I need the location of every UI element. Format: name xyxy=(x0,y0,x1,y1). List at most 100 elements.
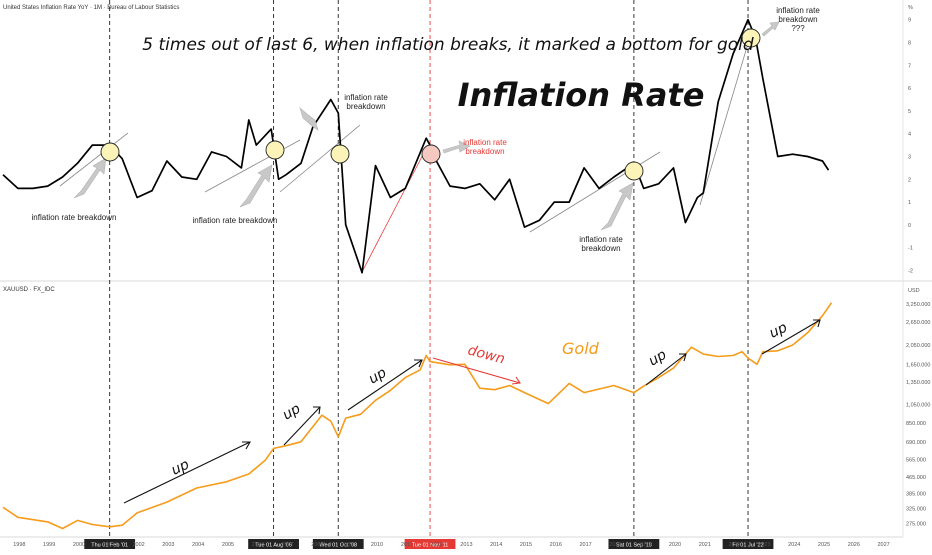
trendline-2001 xyxy=(59,132,129,187)
breakdown-label-3a: inflation rate xyxy=(344,93,388,102)
top-pane-title: United States Inflation Rate YoY · 1M · … xyxy=(3,5,179,11)
x-tick-label: 2002 xyxy=(132,542,144,548)
event-label: Thu 01 Feb '01 xyxy=(91,543,128,549)
x-tick-label: 2027 xyxy=(878,542,890,548)
up-arrow-5 xyxy=(761,319,821,355)
gold-y-axis: 3,250.000 2,650.000 2,050.000 1,650.000 1,35… xyxy=(906,302,930,528)
inflation-tick-label: 4 xyxy=(908,132,911,138)
up-label-4: up xyxy=(646,347,669,370)
x-tick-label: 2017 xyxy=(579,542,591,548)
up-arrow-2 xyxy=(283,406,321,446)
event-label: Tue 01 Nov '11 xyxy=(412,543,449,549)
down-arrow xyxy=(432,357,521,384)
x-tick-label: 2004 xyxy=(192,542,204,548)
x-tick-label: 2021 xyxy=(699,542,711,548)
x-tick-label: 2020 xyxy=(669,542,681,548)
gold-series-line xyxy=(2,302,833,530)
up-arrow-3 xyxy=(347,359,423,411)
arrowhead-icon xyxy=(313,406,321,415)
x-tick-label: 2013 xyxy=(460,542,472,548)
event-label: Sat 01 Sep '18 xyxy=(616,543,652,549)
arrowhead-icon xyxy=(679,353,687,362)
trend-arrows xyxy=(123,319,821,504)
gold-tick-label: 690.000 xyxy=(906,440,926,446)
bottom-unit-label: USD xyxy=(908,288,920,294)
gold-tick-label: 465.000 xyxy=(906,475,926,481)
arrowhead-icon xyxy=(813,319,821,328)
arrowhead-icon xyxy=(414,359,423,368)
breakdown-label-1: inflation rate breakdown xyxy=(32,213,117,222)
arrowhead-icon xyxy=(242,441,251,450)
event-label-box xyxy=(312,539,364,549)
breakdown-markers xyxy=(100,28,761,181)
breakdown-label-5a: inflation rate xyxy=(579,235,623,244)
headline: 5 times out of last 6, when inflation br… xyxy=(142,35,754,55)
gold-tick-label: 1,050.000 xyxy=(906,402,930,408)
arrow-icon xyxy=(600,182,634,231)
gold-tick-label: 385.000 xyxy=(906,492,926,498)
up-label-1: up xyxy=(169,457,192,479)
x-tick-label: 2025 xyxy=(818,542,830,548)
gold-label: Gold xyxy=(562,339,600,358)
breakdown-label-2: inflation rate breakdown xyxy=(193,216,278,225)
arrow-icon xyxy=(239,164,273,208)
inflation-tick-label: -1 xyxy=(908,246,913,252)
event-label: Tue 01 Aug '06 xyxy=(255,543,292,549)
x-tick-label: 2026 xyxy=(848,542,860,548)
breakdown-label-6c: ??? xyxy=(791,24,805,33)
breakdown-circle xyxy=(624,161,644,181)
up-label-2: up xyxy=(280,401,303,424)
x-tick-label: 2016 xyxy=(550,542,562,548)
breakdown-label-5b: breakdown xyxy=(581,244,620,253)
event-label: Wed 01 Oct '08 xyxy=(319,543,357,549)
gold-tick-label: 3,250.000 xyxy=(906,302,930,308)
x-tick-label: 2012 xyxy=(430,542,442,548)
arrowhead-icon xyxy=(511,376,521,385)
x-tick-label: 2015 xyxy=(520,542,532,548)
trendline-2008 xyxy=(279,124,361,193)
breakdown-label-3b: breakdown xyxy=(346,102,385,111)
up-arrow-4 xyxy=(645,353,687,386)
top-unit-label: % xyxy=(908,5,913,11)
gold-tick-label: 2,050.000 xyxy=(906,343,930,349)
arrow-icon xyxy=(442,140,471,154)
x-tick-label: 1999 xyxy=(43,542,55,548)
x-tick-label: 2014 xyxy=(490,542,502,548)
up-label-5: up xyxy=(767,320,790,342)
event-label-box xyxy=(84,539,136,549)
x-tick-label: 2010 xyxy=(371,542,383,548)
x-axis: 1998 1999 2000 2001 2002 2003 2004 2005 2006 2007… xyxy=(13,542,890,548)
x-tick-label: 2011 xyxy=(401,542,413,548)
inflation-tick-label: 6 xyxy=(908,86,911,92)
x-tick-label: 2023 xyxy=(758,542,770,548)
arrow-icon xyxy=(299,107,319,131)
breakdown-circle xyxy=(421,144,441,164)
event-label-box xyxy=(404,539,456,549)
breakdown-circle xyxy=(330,144,350,164)
arrow-icon xyxy=(761,21,780,37)
event-label-box xyxy=(248,539,299,549)
breakdown-label-6a: inflation rate xyxy=(776,6,820,15)
breakdown-label-4a: inflation rate xyxy=(463,138,507,147)
breakdown-arrows xyxy=(73,21,780,231)
inflation-tick-label: 1 xyxy=(908,200,911,206)
gold-tick-label: 2,650.000 xyxy=(906,320,930,326)
x-tick-label: 2001 xyxy=(103,542,115,548)
inflation-tick-label: 3 xyxy=(908,154,911,160)
x-tick-label: 2018 xyxy=(609,542,621,548)
inflation-tick-label: -2 xyxy=(908,268,913,274)
inflation-tick-label: 8 xyxy=(908,40,911,46)
event-lines: Thu 01 Feb '01 Tue 01 Aug '06 Wed 01 Oct '… xyxy=(84,0,774,549)
inflation-tick-label: 5 xyxy=(908,109,911,115)
inflation-tick-label: 2 xyxy=(908,177,911,183)
inflation-rate-label: Inflation Rate xyxy=(458,76,705,114)
inflation-y-axis: 9 8 7 6 5 4 3 2 1 0 -1 -2 xyxy=(908,18,913,275)
x-tick-label: 2007 xyxy=(281,542,293,548)
x-tick-label: 2024 xyxy=(788,542,800,548)
bottom-pane-title: XAUUSD · FX_IDC xyxy=(3,287,55,293)
trendline-2011 xyxy=(361,144,429,273)
event-label-box xyxy=(722,539,774,549)
x-tick-label: 2006 xyxy=(252,542,264,548)
